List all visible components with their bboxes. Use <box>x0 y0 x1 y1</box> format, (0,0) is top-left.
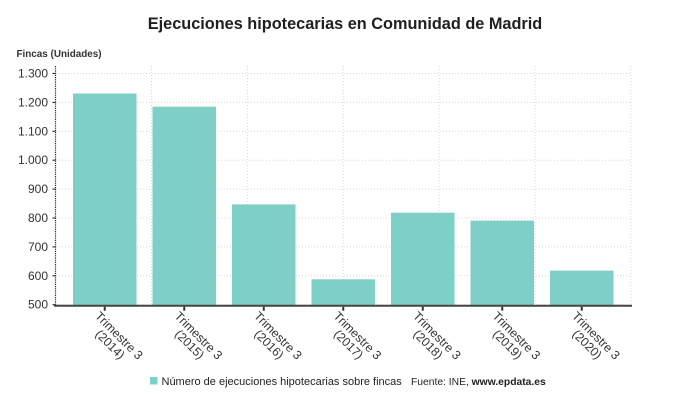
svg-text:1.000: 1.000 <box>18 153 48 167</box>
svg-text:900: 900 <box>28 182 48 196</box>
svg-text:Fincas (Unidades): Fincas (Unidades) <box>17 49 102 60</box>
svg-text:700: 700 <box>28 240 48 254</box>
svg-text:500: 500 <box>28 298 48 312</box>
svg-text:1.100: 1.100 <box>18 124 48 138</box>
svg-text:Ejecuciones hipotecarias en Co: Ejecuciones hipotecarias en Comunidad de… <box>148 15 542 33</box>
svg-text:Fuente: INE, www.epdata.es: Fuente: INE, www.epdata.es <box>411 377 546 388</box>
svg-text:1.200: 1.200 <box>18 95 48 109</box>
svg-text:600: 600 <box>28 269 48 283</box>
svg-text:800: 800 <box>28 211 48 225</box>
svg-text:1.300: 1.300 <box>18 67 48 81</box>
svg-text:Número de ejecuciones hipoteca: Número de ejecuciones hipotecarias sobre… <box>162 376 403 388</box>
